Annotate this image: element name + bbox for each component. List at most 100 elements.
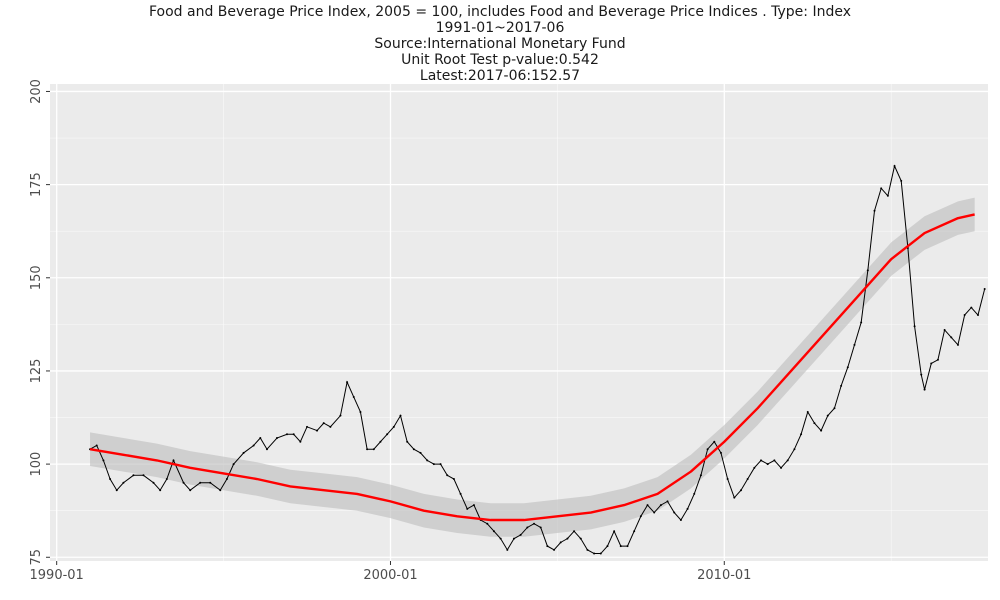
data-point xyxy=(573,530,576,533)
data-point xyxy=(519,533,522,536)
data-point xyxy=(259,437,262,440)
data-point xyxy=(719,451,722,454)
y-tick-label: 200 xyxy=(29,79,44,104)
chart-source: Source:International Monetary Fund xyxy=(374,36,626,52)
data-point xyxy=(286,433,289,436)
data-point xyxy=(526,526,529,529)
data-point xyxy=(739,489,742,492)
data-point xyxy=(275,437,278,440)
data-point xyxy=(833,407,836,410)
data-point xyxy=(142,474,145,477)
data-point xyxy=(152,481,155,484)
chart-latest-value: Latest:2017-06:152.57 xyxy=(419,68,581,84)
data-point xyxy=(699,474,702,477)
data-point xyxy=(386,433,389,436)
data-point xyxy=(242,451,245,454)
x-tick-label: 1990-01 xyxy=(30,568,84,583)
data-point xyxy=(860,321,863,324)
data-point xyxy=(539,526,542,529)
data-point xyxy=(840,384,843,387)
data-point xyxy=(619,545,622,548)
data-point xyxy=(800,433,803,436)
data-point xyxy=(846,366,849,369)
data-point xyxy=(466,507,469,510)
data-point xyxy=(159,489,162,492)
data-point xyxy=(486,522,489,525)
data-point xyxy=(512,537,515,540)
data-point xyxy=(492,530,495,533)
data-point xyxy=(189,489,192,492)
data-point xyxy=(766,463,769,466)
data-point xyxy=(633,530,636,533)
data-point xyxy=(773,459,776,462)
data-point xyxy=(352,396,355,399)
data-point xyxy=(553,548,556,551)
data-point xyxy=(432,463,435,466)
chart-date-range: 1991-01~2017-06 xyxy=(435,20,565,36)
y-tick-label: 175 xyxy=(29,172,44,197)
data-point xyxy=(780,466,783,469)
data-point xyxy=(606,545,609,548)
chart-title: Food and Beverage Price Index, 2005 = 10… xyxy=(148,4,852,20)
y-tick-label: 75 xyxy=(29,549,44,566)
data-point xyxy=(406,440,409,443)
y-tick-label: 100 xyxy=(29,452,44,477)
chart-title-block: Food and Beverage Price Index, 2005 = 10… xyxy=(0,4,1000,84)
data-point xyxy=(412,448,415,451)
data-point xyxy=(292,433,295,436)
data-point xyxy=(182,481,185,484)
data-point xyxy=(122,481,125,484)
data-point xyxy=(599,552,602,555)
data-point xyxy=(359,410,362,413)
data-point xyxy=(299,440,302,443)
data-point xyxy=(102,459,105,462)
data-point xyxy=(499,537,502,540)
y-tick-label: 125 xyxy=(29,359,44,384)
data-point xyxy=(950,336,953,339)
data-point xyxy=(366,448,369,451)
data-point xyxy=(115,489,118,492)
data-point xyxy=(886,194,889,197)
data-point xyxy=(786,459,789,462)
data-point xyxy=(586,548,589,551)
data-point xyxy=(533,522,536,525)
data-point xyxy=(726,478,729,481)
data-point xyxy=(733,496,736,499)
data-point xyxy=(813,422,816,425)
data-point xyxy=(339,414,342,417)
data-point xyxy=(693,492,696,495)
data-point xyxy=(983,287,986,290)
data-point xyxy=(760,459,763,462)
data-point xyxy=(346,381,349,384)
y-axis: 75 100 125 150 175 200 xyxy=(29,79,50,566)
data-point xyxy=(826,414,829,417)
data-point xyxy=(372,448,375,451)
y-tick-label: 150 xyxy=(29,265,44,290)
data-point xyxy=(546,545,549,548)
data-point xyxy=(252,444,255,447)
data-point xyxy=(793,448,796,451)
data-point xyxy=(172,459,175,462)
data-point xyxy=(399,414,402,417)
data-point xyxy=(956,343,959,346)
data-point xyxy=(225,478,228,481)
data-point xyxy=(613,530,616,533)
major-gridlines xyxy=(50,84,988,561)
x-tick-label: 2010-01 xyxy=(697,568,751,583)
data-point xyxy=(559,541,562,544)
data-point xyxy=(566,537,569,540)
data-point xyxy=(506,548,509,551)
data-point xyxy=(930,362,933,365)
data-point xyxy=(639,515,642,518)
data-point xyxy=(866,269,869,272)
x-axis: 1990-01 2000-01 2010-01 xyxy=(30,561,751,583)
data-point xyxy=(232,463,235,466)
data-point xyxy=(806,410,809,413)
data-point xyxy=(593,552,596,555)
data-point xyxy=(439,463,442,466)
data-point xyxy=(306,425,309,428)
data-point xyxy=(426,459,429,462)
data-point xyxy=(913,325,916,328)
data-point xyxy=(659,504,662,507)
data-point xyxy=(419,451,422,454)
